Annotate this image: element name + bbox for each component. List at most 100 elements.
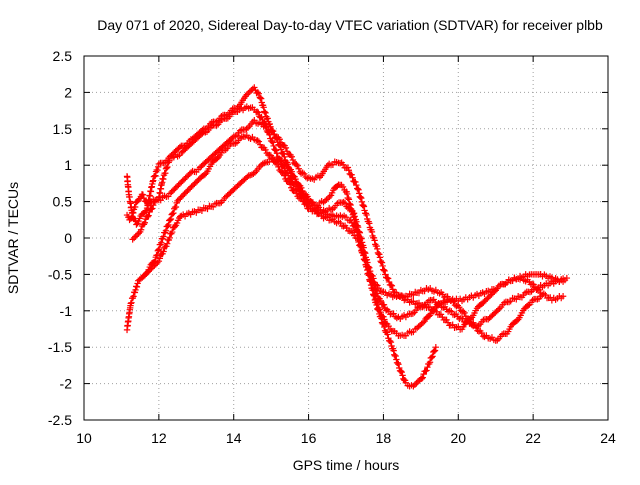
data-point xyxy=(349,229,356,236)
data-point xyxy=(423,367,430,374)
data-point xyxy=(448,308,455,315)
data-point xyxy=(176,143,184,151)
data-point xyxy=(323,196,330,203)
data-point xyxy=(559,293,567,300)
data-point xyxy=(191,180,198,188)
data-point xyxy=(156,255,163,262)
data-point xyxy=(270,142,277,150)
data-point xyxy=(213,122,220,129)
data-point xyxy=(192,179,200,186)
data-point xyxy=(530,281,537,288)
data-point xyxy=(160,248,167,255)
x-tick-label: 22 xyxy=(525,430,541,446)
data-point xyxy=(356,190,363,197)
data-point xyxy=(384,275,392,282)
data-point xyxy=(150,201,157,209)
data-point xyxy=(292,175,299,183)
x-tick-label: 18 xyxy=(376,430,392,446)
data-point xyxy=(536,286,543,294)
data-point xyxy=(148,205,155,213)
data-point xyxy=(129,236,136,243)
data-point xyxy=(377,258,384,265)
data-point xyxy=(254,137,261,144)
data-point xyxy=(128,299,135,306)
data-point xyxy=(362,210,370,217)
data-point xyxy=(175,196,183,203)
data-point xyxy=(351,223,359,230)
data-point xyxy=(185,186,192,193)
data-point xyxy=(479,332,487,340)
data-point xyxy=(170,209,177,217)
data-point xyxy=(139,191,147,198)
data-point xyxy=(132,233,139,240)
data-point xyxy=(439,313,446,321)
data-point xyxy=(169,187,177,194)
data-point xyxy=(171,223,179,230)
data-point xyxy=(178,178,185,186)
data-point xyxy=(182,174,189,182)
data-point xyxy=(298,184,305,192)
data-point xyxy=(162,169,169,177)
data-point xyxy=(243,91,251,98)
data-point xyxy=(255,109,262,116)
data-point xyxy=(257,95,265,102)
y-tick-label: -0.5 xyxy=(48,266,72,282)
data-point xyxy=(534,296,541,303)
data-point xyxy=(360,203,368,210)
data-point xyxy=(416,322,424,329)
data-point xyxy=(137,226,145,233)
data-point xyxy=(444,319,452,326)
data-point xyxy=(386,337,394,345)
data-point xyxy=(145,212,152,219)
data-point xyxy=(347,205,354,212)
data-point xyxy=(354,185,361,192)
data-point xyxy=(160,175,167,183)
series-arc-4 xyxy=(140,153,567,340)
data-point xyxy=(258,99,265,106)
data-point xyxy=(353,181,360,189)
data-point xyxy=(150,177,157,184)
y-tick-label: -2 xyxy=(60,376,73,392)
data-point xyxy=(168,188,175,196)
x-tick-label: 10 xyxy=(76,430,92,446)
data-point xyxy=(245,90,252,97)
data-point xyxy=(494,306,502,314)
data-point xyxy=(255,138,263,145)
data-point xyxy=(155,245,163,253)
data-point xyxy=(183,173,191,180)
data-point xyxy=(289,172,297,179)
data-point xyxy=(166,190,174,197)
data-point xyxy=(341,200,349,207)
data-point xyxy=(379,262,386,270)
data-point xyxy=(380,266,387,273)
data-point xyxy=(178,193,185,200)
data-point xyxy=(411,381,419,388)
series-arc-1 xyxy=(123,84,440,390)
data-point xyxy=(429,353,436,360)
data-point xyxy=(304,193,311,200)
data-point xyxy=(352,178,359,186)
x-tick-label: 14 xyxy=(226,430,242,446)
data-point xyxy=(349,174,356,181)
data-point xyxy=(414,378,422,385)
data-point xyxy=(374,300,381,307)
axis-ticks: 10 12 14 16 18 20 22 24 -2.5 -2 -1.5 -1 -0.5 0 0.5 1 1.5… xyxy=(48,48,616,446)
grid xyxy=(84,56,608,420)
y-tick-label: 0 xyxy=(64,230,72,246)
data-point xyxy=(163,240,171,247)
data-point xyxy=(424,363,431,371)
data-point xyxy=(453,302,460,310)
data-point xyxy=(563,274,571,282)
data-point xyxy=(369,286,377,294)
data-point xyxy=(371,237,378,244)
data-point xyxy=(393,314,400,322)
data-point xyxy=(392,352,399,360)
data-point xyxy=(246,88,254,95)
data-point xyxy=(149,205,156,212)
data-point xyxy=(177,194,184,202)
data-point xyxy=(134,280,141,287)
data-point xyxy=(264,115,271,122)
data-points xyxy=(123,84,571,390)
data-point xyxy=(166,216,174,224)
